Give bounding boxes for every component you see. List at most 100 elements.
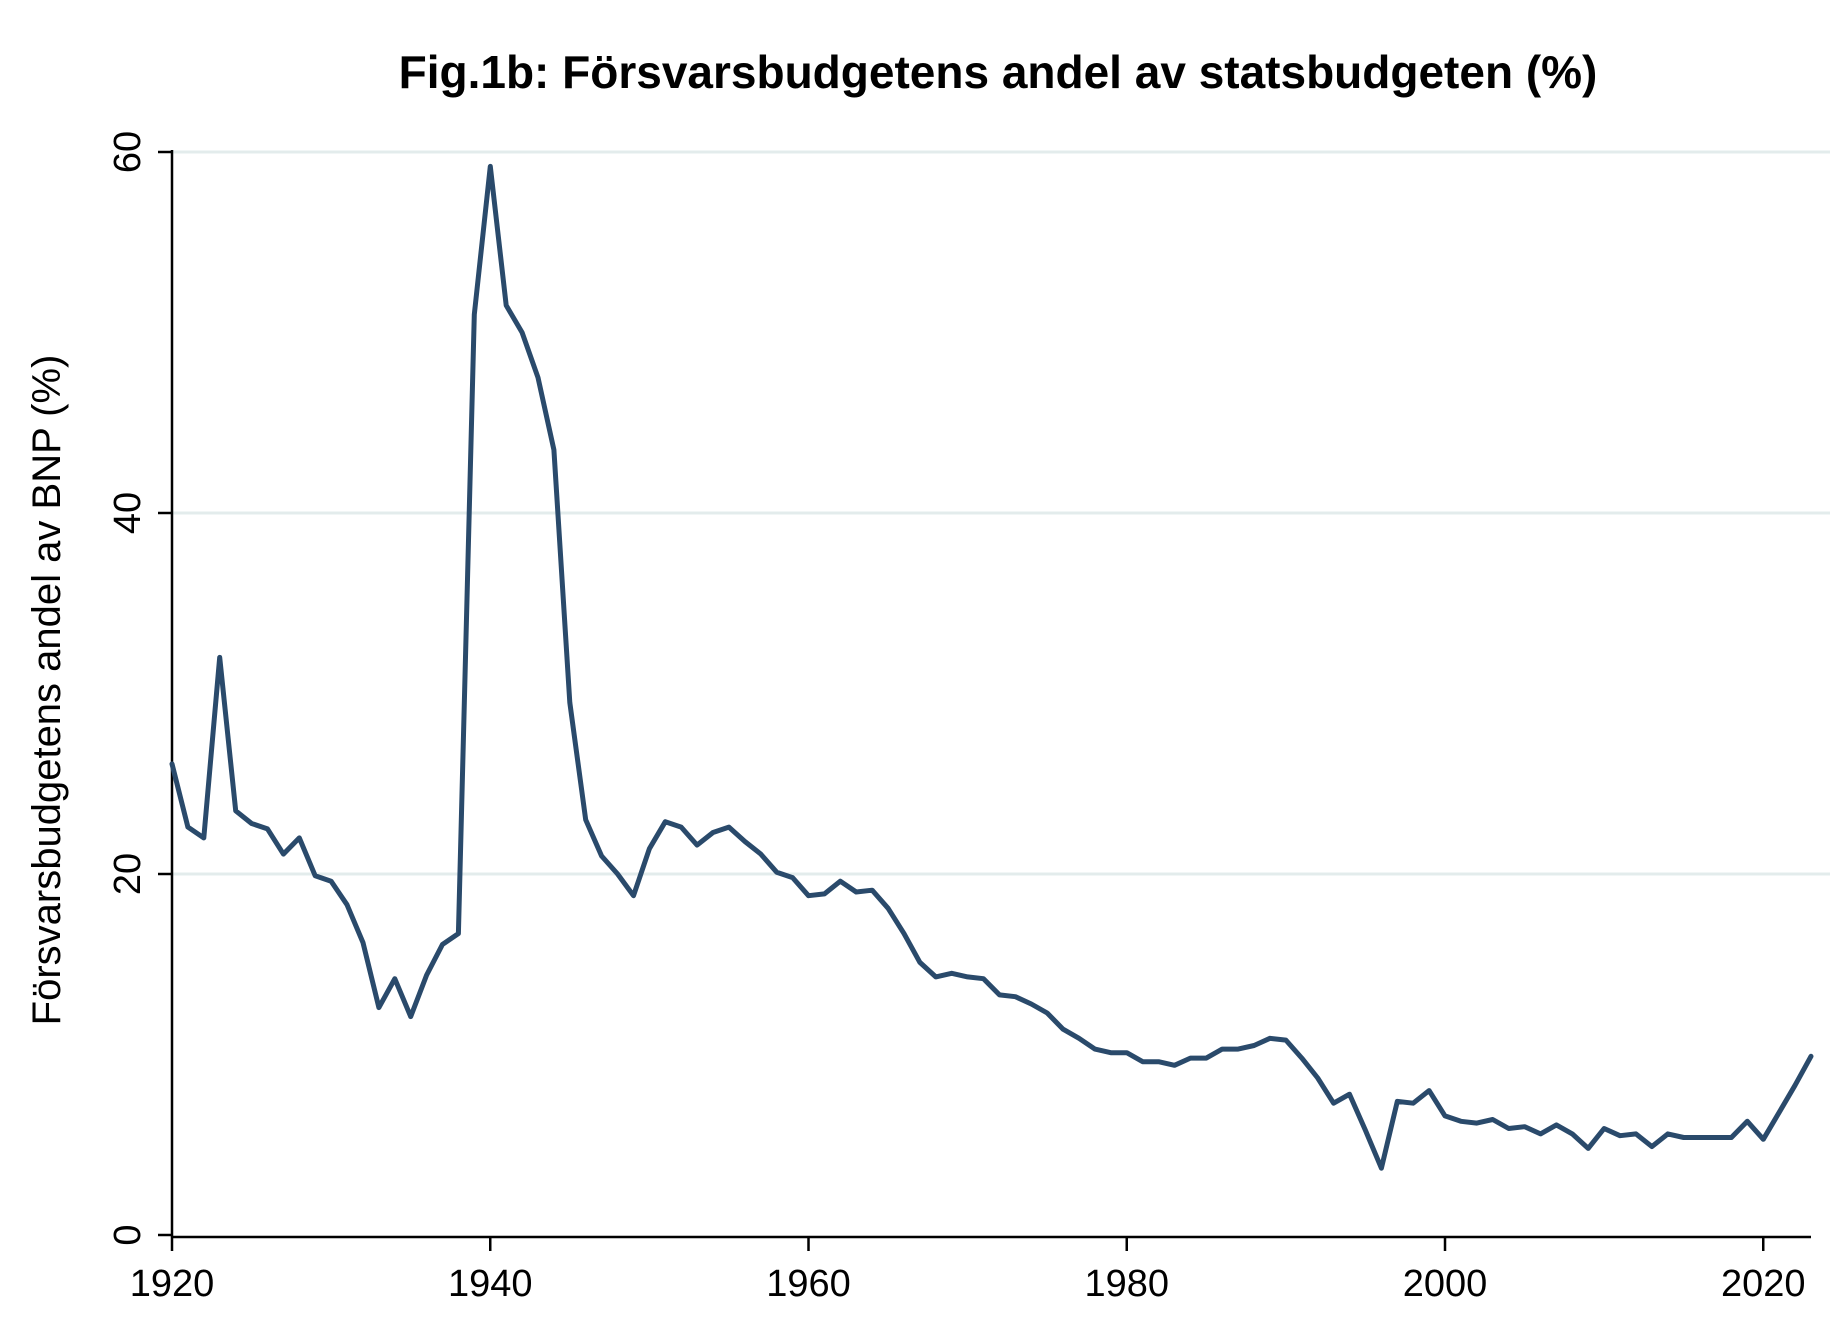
axes: 0 20 40 60 1920 1940 1960 1980 2000 2020 bbox=[107, 131, 1811, 1305]
data-point bbox=[679, 825, 684, 830]
data-point bbox=[902, 931, 907, 936]
data-point bbox=[1092, 1047, 1097, 1052]
data-point bbox=[456, 931, 461, 936]
data-point bbox=[758, 852, 763, 857]
data-point bbox=[170, 761, 175, 766]
data-point bbox=[1315, 1076, 1320, 1081]
data-point bbox=[1729, 1135, 1734, 1140]
x-tick-label: 1980 bbox=[1084, 1263, 1169, 1305]
data-point bbox=[313, 873, 318, 878]
data-point bbox=[1634, 1131, 1639, 1136]
data-point bbox=[1156, 1059, 1161, 1064]
data-point bbox=[281, 852, 286, 857]
data-point bbox=[583, 817, 588, 822]
data-point bbox=[981, 976, 986, 981]
data-point bbox=[520, 330, 525, 335]
data-point bbox=[1061, 1027, 1066, 1032]
data-point bbox=[185, 825, 190, 830]
data-point bbox=[599, 854, 604, 859]
data-point bbox=[933, 974, 938, 979]
data-point bbox=[711, 830, 716, 835]
data-point bbox=[647, 846, 652, 851]
data-point bbox=[886, 906, 891, 911]
data-point bbox=[536, 375, 541, 380]
data-point bbox=[1077, 1036, 1082, 1041]
data-point bbox=[567, 700, 572, 705]
data-point bbox=[440, 942, 445, 947]
data-point bbox=[742, 839, 747, 844]
data-point bbox=[1268, 1036, 1273, 1041]
x-tick-label: 2020 bbox=[1721, 1263, 1806, 1305]
data-point bbox=[1713, 1135, 1718, 1140]
data-point bbox=[1395, 1099, 1400, 1104]
data-point bbox=[1522, 1124, 1527, 1129]
data-point bbox=[1554, 1122, 1559, 1127]
data-point bbox=[997, 992, 1002, 997]
data-point bbox=[1188, 1056, 1193, 1061]
data-point bbox=[265, 826, 270, 831]
data-point bbox=[790, 875, 795, 880]
data-point bbox=[1029, 1002, 1034, 1007]
data-point bbox=[217, 655, 222, 660]
data-point bbox=[1363, 1128, 1368, 1133]
data-point bbox=[774, 870, 779, 875]
data-point bbox=[1045, 1011, 1050, 1016]
x-tick-label: 1920 bbox=[130, 1263, 215, 1305]
data-point bbox=[1299, 1056, 1304, 1061]
data-point bbox=[201, 835, 206, 840]
data-point bbox=[1809, 1054, 1814, 1059]
data-point bbox=[949, 971, 954, 976]
data-point bbox=[488, 164, 493, 169]
y-tick-label: 20 bbox=[107, 853, 149, 895]
data-point bbox=[1490, 1117, 1495, 1122]
data-point bbox=[917, 960, 922, 965]
data-point bbox=[1013, 994, 1018, 999]
data-point bbox=[806, 893, 811, 898]
data-point bbox=[1124, 1050, 1129, 1055]
gridlines bbox=[172, 150, 1830, 876]
y-axis-title: Försvarsbudgetens andel av BNP (%) bbox=[25, 355, 69, 1026]
data-point bbox=[1379, 1166, 1384, 1171]
data-point bbox=[1793, 1083, 1798, 1088]
data-point bbox=[551, 447, 556, 452]
data-point bbox=[1570, 1131, 1575, 1136]
data-point bbox=[631, 893, 636, 898]
data-point bbox=[854, 890, 859, 895]
x-tick-label: 1940 bbox=[448, 1263, 533, 1305]
data-point bbox=[361, 940, 366, 945]
y-tick-label: 0 bbox=[107, 1224, 149, 1245]
data-point bbox=[1697, 1135, 1702, 1140]
x-tick-label: 1960 bbox=[766, 1263, 851, 1305]
series-layer bbox=[169, 163, 1814, 1171]
data-point bbox=[233, 808, 238, 813]
data-point bbox=[1331, 1101, 1336, 1106]
data-point bbox=[1506, 1126, 1511, 1131]
chart-title: Fig.1b: Försvarsbudgetens andel av stats… bbox=[399, 46, 1598, 98]
data-point bbox=[1761, 1137, 1766, 1142]
data-point bbox=[1665, 1131, 1670, 1136]
data-point bbox=[1283, 1038, 1288, 1043]
data-point bbox=[1236, 1047, 1241, 1052]
y-tick-label: 40 bbox=[107, 492, 149, 534]
data-point bbox=[1458, 1119, 1463, 1124]
data-point bbox=[663, 819, 668, 824]
data-point bbox=[1602, 1126, 1607, 1131]
data-point bbox=[1586, 1146, 1591, 1151]
data-point bbox=[345, 902, 350, 907]
data-point bbox=[695, 843, 700, 848]
data-point bbox=[822, 891, 827, 896]
data-point bbox=[726, 825, 731, 830]
data-point bbox=[392, 976, 397, 981]
data-point bbox=[408, 1014, 413, 1019]
data-point bbox=[1140, 1059, 1145, 1064]
data-point bbox=[1474, 1121, 1479, 1126]
data-point bbox=[1252, 1043, 1257, 1048]
data-point bbox=[870, 888, 875, 893]
data-point bbox=[1204, 1056, 1209, 1061]
data-point bbox=[1108, 1050, 1113, 1055]
x-tick-label: 2000 bbox=[1403, 1263, 1488, 1305]
data-point bbox=[838, 879, 843, 884]
data-point bbox=[1777, 1110, 1782, 1115]
